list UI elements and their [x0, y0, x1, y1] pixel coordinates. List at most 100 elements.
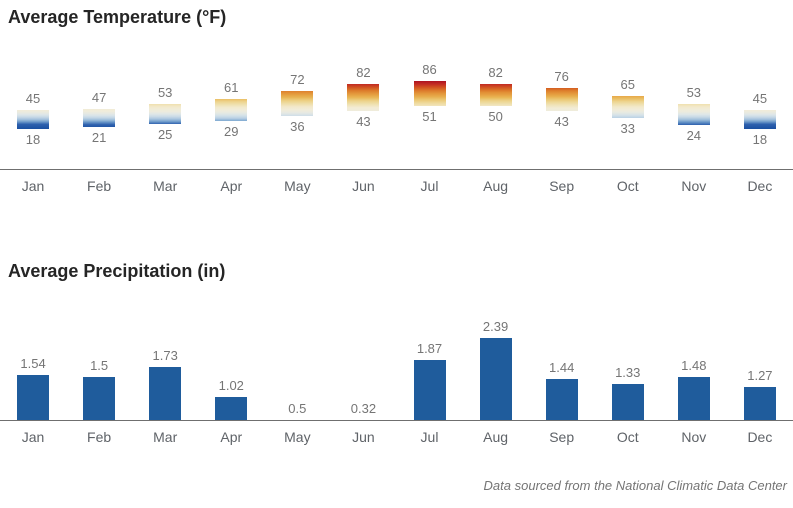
precip-bar[interactable] [743, 386, 776, 420]
temp-range-bar[interactable] [281, 90, 314, 117]
temp-column: 76 43 [529, 36, 595, 169]
temp-range-bar[interactable] [413, 81, 446, 106]
temp-high-label: 45 [25, 90, 41, 106]
temp-low-label: 24 [686, 127, 702, 143]
precip-column: 1.44 [529, 292, 595, 420]
month-label: May [284, 178, 311, 194]
precip-value-label: 1.54 [20, 355, 46, 371]
precip-bar[interactable] [149, 366, 182, 420]
precip-bar[interactable] [413, 360, 446, 420]
temp-range-bar[interactable] [347, 83, 380, 112]
temp-range-bar[interactable] [149, 104, 182, 125]
temp-low-label: 43 [554, 114, 569, 130]
precip-bar[interactable] [545, 379, 578, 420]
precip-column: 2.39 [463, 292, 529, 420]
precip-column: 0.5 [264, 292, 330, 420]
month-label: Oct [616, 429, 639, 445]
temp-low-label: 36 [290, 119, 305, 135]
month-label: Jun [352, 429, 375, 445]
temperature-chart-title: Average Temperature (°F) [8, 7, 227, 27]
precip-value-label: 1.02 [218, 378, 244, 394]
temp-high-label: 82 [356, 64, 371, 80]
temp-range-bar[interactable] [743, 109, 776, 129]
month-label: Sep [549, 178, 575, 194]
precip-column: 1.33 [595, 292, 661, 420]
precip-bar[interactable] [17, 374, 50, 420]
temp-column: 72 36 [264, 36, 330, 169]
temp-range-bar[interactable] [611, 95, 644, 119]
temp-range-bar[interactable] [677, 104, 710, 125]
temperature-chart: Average Temperature (°F) 45 18 47 21 53 25 61 2… [0, 0, 793, 195]
month-label: Aug [483, 178, 509, 194]
month-label: Feb [87, 178, 112, 194]
temp-column: 86 51 [396, 36, 462, 169]
temp-range-bar[interactable] [479, 83, 512, 107]
month-label: Jan [21, 178, 45, 194]
month-label: Apr [220, 429, 243, 445]
precip-column: 1.54 [0, 292, 66, 420]
month-label: Jan [21, 429, 45, 445]
month-label: Oct [616, 178, 639, 194]
precip-value-label: 1.44 [549, 360, 575, 376]
precip-column: 1.02 [198, 292, 264, 420]
temp-column: 53 24 [661, 36, 727, 169]
temp-high-label: 45 [752, 90, 768, 106]
temperature-plot-area: 45 18 47 21 53 25 61 29 72 36 82 43 86 51 82 50 76 43 65 33… [0, 36, 793, 170]
precip-bar[interactable] [83, 376, 116, 420]
precip-value-label: 1.33 [615, 364, 641, 380]
precip-column: 1.87 [396, 292, 462, 420]
temp-high-label: 72 [290, 71, 305, 87]
month-label: Jul [420, 429, 439, 445]
temp-column: 47 21 [66, 36, 132, 169]
temp-range-bar[interactable] [545, 88, 578, 112]
temperature-month-axis: Jan Feb Mar Apr May Jun Jul Aug Sep Oct Nov Dec [0, 170, 793, 195]
temp-high-label: 76 [554, 69, 569, 84]
temp-range-bar[interactable] [17, 109, 50, 129]
temp-high-label: 86 [422, 62, 437, 77]
precip-column: 1.48 [661, 292, 727, 420]
temp-low-label: 43 [356, 114, 371, 130]
temp-column: 82 50 [463, 36, 529, 169]
temp-low-label: 51 [422, 108, 437, 124]
temp-low-label: 33 [620, 121, 635, 137]
temp-low-label: 25 [157, 127, 173, 143]
month-label: Aug [483, 429, 509, 445]
month-label: May [284, 429, 311, 445]
temp-high-label: 53 [686, 85, 702, 101]
precip-bar[interactable] [677, 377, 710, 420]
temp-high-label: 61 [224, 79, 239, 95]
month-label: Apr [220, 178, 243, 194]
precip-column: 1.27 [727, 292, 793, 420]
month-label: Nov [681, 178, 707, 194]
month-label: Jun [352, 178, 375, 194]
temp-column: 45 18 [727, 36, 793, 169]
precip-value-label: 1.48 [681, 358, 707, 374]
precipitation-plot-area: 1.54 1.5 1.73 1.02 0.5 0.32 1.87 2.39 1.44 1.33 1.… [0, 292, 793, 421]
precip-bar[interactable] [611, 383, 644, 420]
precip-value-label: 1.73 [152, 347, 178, 363]
month-label: Dec [747, 178, 773, 194]
precip-value-label: 0.5 [288, 401, 307, 416]
temp-high-label: 82 [488, 64, 503, 80]
temp-low-label: 21 [91, 129, 107, 145]
temp-high-label: 47 [91, 89, 107, 105]
temp-column: 65 33 [595, 36, 661, 169]
precip-column: 1.73 [132, 292, 198, 420]
month-label: Mar [153, 429, 178, 445]
month-label: Mar [153, 178, 178, 194]
month-label: Feb [87, 429, 112, 445]
precip-bar[interactable] [479, 337, 512, 420]
precip-value-label: 0.32 [350, 401, 377, 416]
precip-value-label: 1.27 [747, 367, 773, 383]
temp-range-bar[interactable] [83, 108, 116, 127]
temp-column: 82 43 [330, 36, 396, 169]
precip-value-label: 2.39 [482, 318, 509, 334]
temp-column: 61 29 [198, 36, 264, 169]
precipitation-chart-title: Average Precipitation (in) [8, 261, 226, 281]
temp-column: 53 25 [132, 36, 198, 169]
month-label: Jul [420, 178, 439, 194]
temp-low-label: 18 [752, 132, 768, 147]
temp-range-bar[interactable] [215, 98, 248, 122]
temp-high-label: 65 [620, 76, 635, 92]
precip-bar[interactable] [215, 397, 248, 420]
